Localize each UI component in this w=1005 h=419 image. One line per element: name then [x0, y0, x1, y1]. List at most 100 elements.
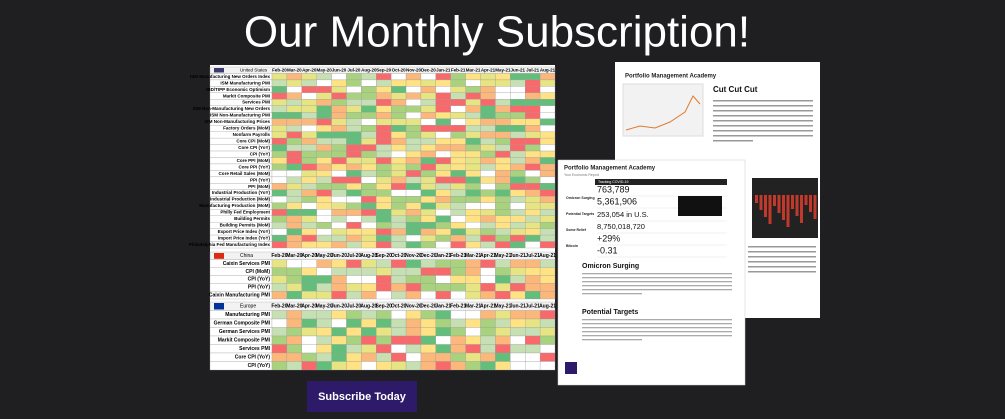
bar-thumb	[800, 195, 803, 223]
month-label: Jan-21	[435, 253, 451, 259]
cell	[450, 189, 466, 197]
cell	[361, 202, 377, 210]
cell	[271, 241, 288, 249]
cell	[316, 335, 332, 345]
cell	[480, 202, 496, 210]
cell	[391, 73, 407, 81]
cell	[510, 241, 526, 249]
cell	[376, 118, 392, 126]
row-label: Core CPI (YoY)	[238, 145, 270, 150]
chart-thumb	[622, 83, 704, 137]
cell	[480, 291, 496, 300]
cell	[450, 92, 466, 100]
subscribe-label[interactable]: Subscribe Today	[318, 391, 407, 403]
cell	[271, 335, 288, 345]
text-line	[582, 285, 732, 287]
cell	[271, 189, 288, 197]
cell	[331, 202, 347, 210]
cell	[271, 86, 288, 94]
cell	[405, 234, 422, 242]
cell	[316, 157, 332, 165]
cell	[361, 344, 377, 354]
cell	[480, 118, 496, 126]
cell	[376, 275, 392, 284]
cell	[361, 275, 377, 284]
cell	[331, 283, 347, 292]
cell	[495, 291, 511, 300]
cell	[495, 318, 511, 328]
cell	[510, 221, 526, 229]
cell	[495, 144, 511, 152]
cell	[510, 170, 526, 178]
cell	[495, 137, 511, 145]
cell	[346, 86, 362, 94]
bar-thumb	[764, 195, 767, 217]
cell	[361, 234, 377, 242]
cell	[510, 291, 526, 300]
cell	[435, 361, 451, 371]
cell	[301, 310, 317, 320]
cell	[495, 335, 511, 345]
cell	[316, 228, 332, 236]
subscribe-button[interactable]	[307, 381, 417, 412]
cell	[450, 267, 466, 276]
month-label: Mar-21	[466, 67, 481, 72]
cell	[495, 283, 511, 292]
cell	[346, 335, 362, 345]
cell	[495, 157, 511, 165]
text-line	[713, 100, 813, 102]
row-label: Manufacturing PMI	[225, 312, 270, 318]
cell	[525, 170, 541, 178]
cell	[510, 112, 526, 119]
cell	[316, 73, 332, 81]
month-label: Apr-21	[480, 253, 496, 259]
cell	[525, 221, 541, 229]
cell	[495, 176, 511, 184]
cell	[316, 144, 332, 152]
cell	[405, 241, 422, 249]
cell	[361, 144, 377, 152]
month-label: Jul-20	[347, 253, 362, 259]
cell	[405, 99, 422, 106]
cell	[465, 234, 481, 242]
cell	[346, 344, 362, 354]
cell	[420, 310, 436, 320]
cell	[480, 79, 496, 87]
cell	[271, 228, 288, 236]
row-label: Building Permits	[234, 216, 270, 221]
cell	[346, 291, 362, 300]
cell	[495, 275, 511, 284]
stat-value: -0.31	[597, 245, 618, 255]
cell	[450, 344, 466, 354]
cell	[391, 361, 407, 371]
cell	[301, 335, 317, 345]
month-label: Oct-20	[392, 67, 407, 72]
cell	[286, 170, 302, 178]
stat-value: 763,789	[597, 184, 630, 194]
cell	[301, 259, 317, 268]
cell	[346, 99, 362, 106]
row-label: Nonfarm Payrolls	[233, 132, 271, 137]
cell	[391, 352, 407, 362]
cell	[286, 73, 302, 81]
cell	[450, 79, 466, 87]
cell	[331, 318, 347, 328]
cell	[286, 131, 302, 139]
cell	[480, 137, 496, 145]
side-label: Omicron Surging	[566, 196, 595, 200]
cell	[525, 318, 541, 328]
month-label: Mar-21	[465, 304, 481, 310]
cell	[331, 221, 347, 229]
cell	[376, 112, 392, 119]
cell	[361, 112, 377, 119]
cell	[301, 318, 317, 328]
cell	[435, 150, 451, 158]
cell	[420, 209, 436, 216]
cell	[510, 176, 526, 184]
cell	[510, 234, 526, 242]
cell	[420, 176, 436, 184]
cell	[346, 275, 362, 284]
cell	[420, 170, 436, 178]
cell	[539, 131, 556, 139]
cell	[316, 131, 332, 139]
